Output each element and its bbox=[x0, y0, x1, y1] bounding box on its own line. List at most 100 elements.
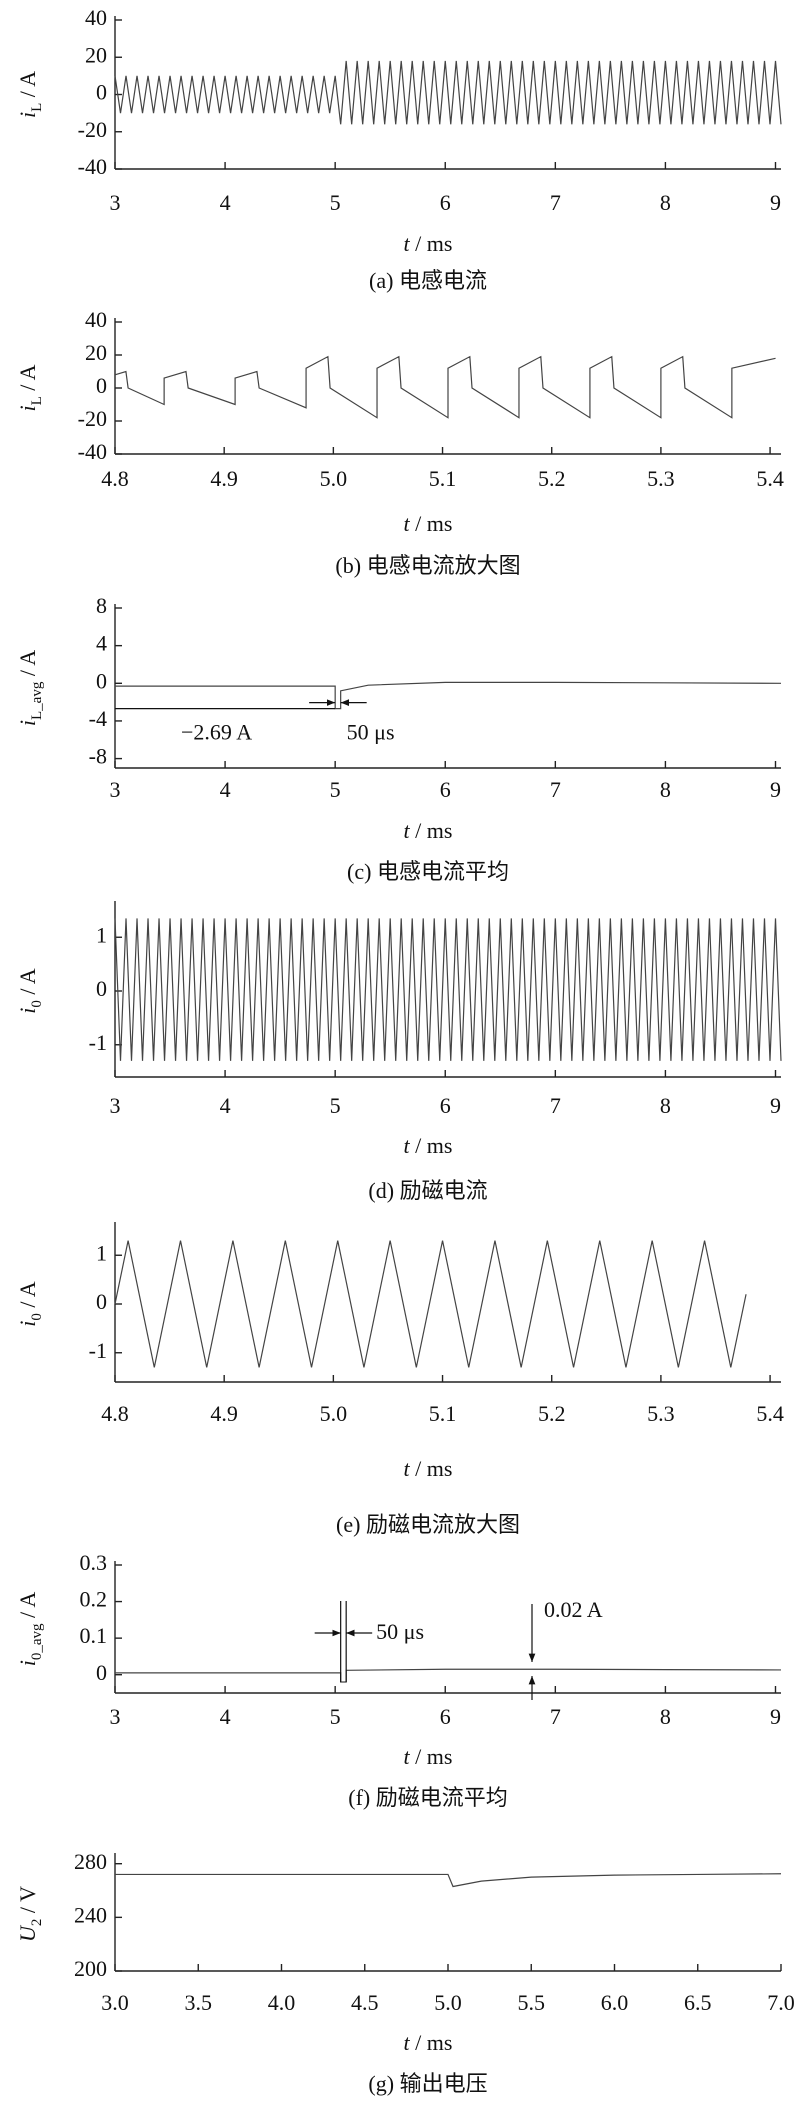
y-label-symbol: i bbox=[15, 1660, 40, 1666]
x-tick-label: 5.0 bbox=[320, 1401, 348, 1426]
y-label-subscript: L bbox=[29, 396, 45, 405]
y-tick-label: 0 bbox=[96, 373, 107, 398]
trace bbox=[114, 1240, 747, 1368]
y-tick-label: -4 bbox=[89, 706, 107, 731]
y-axis-label: iL / A bbox=[15, 364, 45, 411]
x-label-unit: / ms bbox=[410, 511, 453, 536]
y-tick-label: 1 bbox=[96, 922, 107, 947]
y-tick-label: 0.3 bbox=[80, 1550, 108, 1575]
x-tick-label: 7.0 bbox=[767, 1990, 795, 2015]
y-axis-label: i0 / A bbox=[15, 1281, 45, 1327]
y-tick-label: 240 bbox=[74, 1902, 107, 1927]
caption: (b) 电感电流放大图 bbox=[335, 553, 520, 578]
x-label-symbol: t bbox=[404, 231, 411, 256]
x-tick-label: 7 bbox=[550, 1093, 561, 1118]
x-tick-label: 6 bbox=[440, 190, 451, 215]
y-label-symbol: U bbox=[15, 1924, 40, 1942]
y-tick-label: 0.1 bbox=[80, 1623, 108, 1648]
x-tick-label: 5 bbox=[330, 777, 341, 802]
x-label-symbol: t bbox=[404, 1456, 411, 1481]
x-tick-label: 9 bbox=[770, 1704, 781, 1729]
y-tick-label: 200 bbox=[74, 1956, 107, 1981]
x-tick-label: 9 bbox=[770, 190, 781, 215]
x-tick-label: 6 bbox=[440, 1704, 451, 1729]
y-tick-label: 40 bbox=[85, 5, 107, 30]
x-label-unit: / ms bbox=[410, 1456, 453, 1481]
x-tick-label: 4.9 bbox=[210, 466, 238, 491]
x-tick-label: 9 bbox=[770, 1093, 781, 1118]
x-tick-label: 3 bbox=[110, 190, 121, 215]
caption: (c) 电感电流平均 bbox=[347, 859, 509, 884]
y-tick-label: 1 bbox=[96, 1240, 107, 1265]
x-tick-label: 4 bbox=[220, 190, 231, 215]
y-axis-label: i0 / A bbox=[15, 968, 45, 1014]
y-axis-label: U2 / V bbox=[15, 1886, 45, 1942]
x-tick-label: 5.3 bbox=[647, 466, 675, 491]
x-tick-label: 4 bbox=[220, 777, 231, 802]
trace bbox=[115, 1873, 782, 1888]
x-tick-label: 3 bbox=[110, 1704, 121, 1729]
x-tick-label: 7 bbox=[550, 777, 561, 802]
x-tick-label: 6.0 bbox=[601, 1990, 629, 2015]
panel: 200 240 280 3.0 3.5 4.0 4.5 5.0 5.5 6.0 6.5 7.0 U2 /… bbox=[15, 1849, 795, 2096]
trace bbox=[114, 355, 776, 419]
y-label-subscript: L_avg bbox=[29, 681, 45, 720]
y-label-subscript: 0_avg bbox=[29, 1623, 45, 1660]
x-axis-label: t / ms bbox=[404, 1744, 453, 1769]
y-tick-label: -20 bbox=[78, 117, 107, 142]
y-tick-label: -40 bbox=[78, 154, 107, 179]
x-label-symbol: t bbox=[404, 2030, 411, 2055]
x-label-unit: / ms bbox=[410, 231, 453, 256]
caption: (e) 励磁电流放大图 bbox=[336, 1512, 520, 1537]
y-tick-label: 4 bbox=[96, 631, 107, 656]
trace bbox=[115, 1668, 782, 1683]
panel: -8 -4 0 4 8 3 4 5 6 7 8 9 iL_avg / A t / ms (c) 电感电流平均… bbox=[15, 593, 782, 884]
y-label-unit: / V bbox=[15, 1886, 40, 1919]
x-tick-label: 8 bbox=[660, 1704, 671, 1729]
x-tick-label: 5.2 bbox=[538, 1401, 566, 1426]
x-axis-label: t / ms bbox=[404, 818, 453, 843]
y-axis-label: iL_avg / A bbox=[15, 650, 45, 726]
y-tick-label: -20 bbox=[78, 406, 107, 431]
y-label-symbol: i bbox=[15, 1321, 40, 1327]
annotation: 50 μs bbox=[347, 720, 395, 745]
y-tick-label: -40 bbox=[78, 439, 107, 464]
annotation: 50 μs bbox=[376, 1619, 424, 1644]
y-label-unit: / A bbox=[15, 968, 40, 1000]
x-tick-label: 4 bbox=[220, 1704, 231, 1729]
x-tick-label: 5.1 bbox=[429, 466, 457, 491]
x-tick-label: 6 bbox=[440, 1093, 451, 1118]
x-tick-label: 5.0 bbox=[434, 1990, 462, 2015]
x-axis-label: t / ms bbox=[404, 2030, 453, 2055]
y-tick-label: 0 bbox=[96, 668, 107, 693]
x-tick-label: 3.5 bbox=[185, 1990, 213, 2015]
x-label-symbol: t bbox=[404, 1133, 411, 1158]
x-tick-label: 8 bbox=[660, 190, 671, 215]
y-tick-label: 0 bbox=[96, 80, 107, 105]
x-tick-label: 5.5 bbox=[518, 1990, 546, 2015]
x-tick-label: 4 bbox=[220, 1093, 231, 1118]
caption: (a) 电感电流 bbox=[369, 268, 487, 293]
x-tick-label: 5.1 bbox=[429, 1401, 457, 1426]
x-tick-label: 3 bbox=[110, 1093, 121, 1118]
panel: 0 0.1 0.2 0.3 3 4 5 6 7 8 9 i0_avg / A t / ms (f) 励磁电… bbox=[15, 1550, 782, 1810]
x-tick-label: 8 bbox=[660, 777, 671, 802]
x-tick-label: 3.0 bbox=[101, 1990, 129, 2015]
x-label-unit: / ms bbox=[410, 2030, 453, 2055]
panel: -40 -20 0 20 40 4.8 4.9 5.0 5.1 5.2 5.3 5.4 iL / A t … bbox=[15, 307, 784, 578]
x-tick-label: 4.9 bbox=[210, 1401, 238, 1426]
y-label-symbol: i bbox=[15, 1008, 40, 1014]
y-tick-label: -8 bbox=[89, 744, 107, 769]
y-tick-label: 280 bbox=[74, 1849, 107, 1874]
y-axis-label: i0_avg / A bbox=[15, 1592, 45, 1667]
x-tick-label: 4.0 bbox=[268, 1990, 296, 2015]
x-label-symbol: t bbox=[404, 1744, 411, 1769]
y-tick-label: -1 bbox=[89, 1030, 107, 1055]
y-label-unit: / A bbox=[15, 364, 40, 396]
trace bbox=[115, 681, 782, 710]
x-tick-label: 9 bbox=[770, 777, 781, 802]
x-tick-label: 6 bbox=[440, 777, 451, 802]
x-axis-label: t / ms bbox=[404, 1133, 453, 1158]
y-tick-label: 8 bbox=[96, 593, 107, 618]
